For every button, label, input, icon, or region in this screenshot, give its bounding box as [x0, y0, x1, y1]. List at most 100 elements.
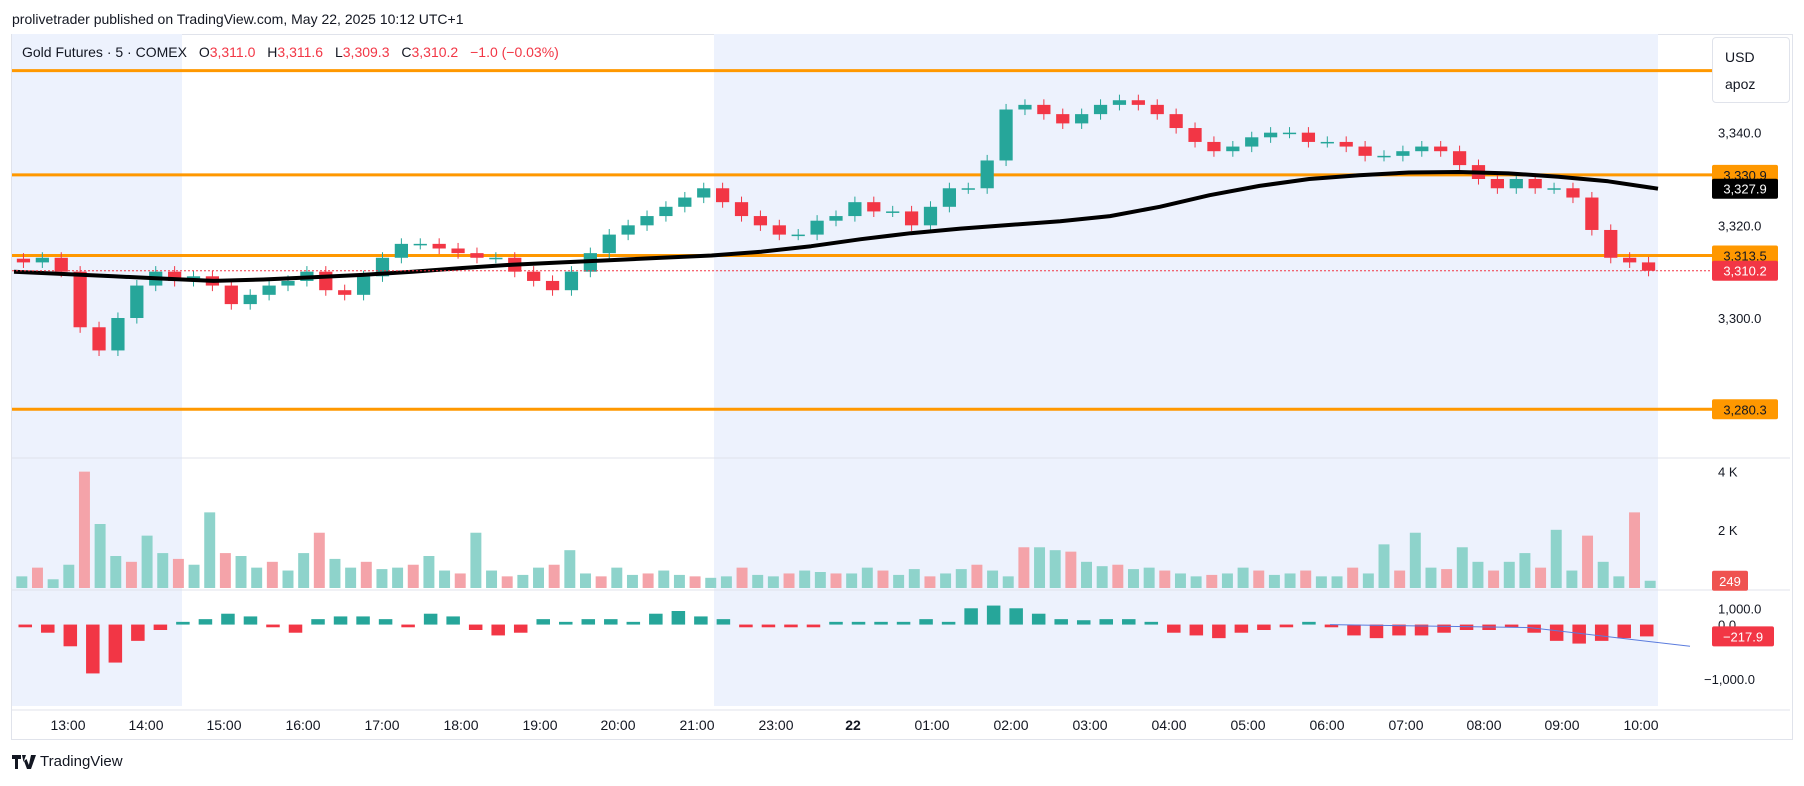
volume-bar [1049, 550, 1061, 588]
volume-bar [1190, 576, 1202, 588]
candle-body [1282, 132, 1297, 135]
candle-body [1585, 197, 1599, 230]
candle-body [1509, 179, 1523, 189]
volume-bar [1143, 567, 1155, 588]
volume-bar [1394, 570, 1406, 588]
low-value: 3,309.3 [342, 44, 390, 60]
volume-bar [501, 576, 513, 588]
candle-body [867, 202, 881, 212]
currency-unit-box[interactable]: USD apoz [1712, 37, 1790, 103]
candle-body [753, 216, 768, 226]
oscillator-bar [153, 624, 168, 630]
oscillator-bar [851, 621, 866, 625]
oscillator-bar [468, 624, 483, 630]
oscillator-bar [558, 621, 573, 625]
time-tick-label: 20:00 [600, 717, 635, 733]
oscillator-bar [1527, 624, 1541, 633]
candle-body [281, 280, 295, 286]
oscillator-bar [378, 619, 393, 625]
oscillator-bar [311, 619, 325, 625]
time-tick-label: 09:00 [1544, 717, 1579, 733]
published-line: prolivetrader published on TradingView.c… [12, 11, 464, 27]
session-shading [12, 34, 1658, 706]
oscillator-bar [784, 624, 798, 628]
candle-body [1245, 137, 1259, 147]
oscillator-trend-line [1329, 624, 1691, 647]
volume-bar [611, 567, 623, 588]
candle-body [1566, 188, 1580, 198]
volume-bar [893, 574, 905, 588]
candle-body [716, 188, 730, 203]
volume-bar [1268, 574, 1280, 588]
candle-body [130, 285, 144, 318]
level-tag-4 [1712, 399, 1778, 420]
horizontal-levels[interactable] [12, 69, 1712, 411]
volume-bar [251, 567, 263, 588]
candle-body [1604, 229, 1618, 258]
tradingview-logo-icon [12, 754, 36, 769]
volume-bar [767, 576, 779, 588]
tradingview-logo[interactable]: TradingView [12, 753, 123, 770]
oscillator-bar [761, 624, 776, 628]
volume-bar [533, 567, 544, 588]
volume-bar [110, 556, 122, 588]
volume-bar [486, 570, 498, 588]
volume-bar [548, 564, 560, 588]
volume-bar [407, 564, 419, 588]
oscillator-bar [1302, 621, 1316, 625]
symbol-title[interactable]: Gold Futures · 5 · COMEX [22, 44, 187, 60]
candle-body [1018, 104, 1032, 110]
level-tag-3 [1712, 245, 1778, 266]
candle-body [1056, 114, 1070, 124]
volume-bar [1034, 547, 1046, 588]
volume-bar [1441, 569, 1453, 588]
candle-body [1339, 141, 1353, 147]
change-value: −1.0 (−0.03%) [470, 44, 559, 60]
oscillator-bar [1392, 624, 1406, 636]
candle-body [92, 327, 106, 351]
volume-bar [720, 576, 732, 588]
oscillator-bar [986, 605, 1001, 625]
volume-tick-label: 2 K [1718, 523, 1738, 538]
candle-body [224, 285, 238, 305]
volume-bar [564, 550, 576, 588]
oscillator-bar [694, 616, 708, 625]
oscillator-bar [243, 616, 258, 625]
candle-body [1358, 146, 1372, 156]
volume-bar [94, 524, 106, 588]
oscillator-bar [1572, 624, 1586, 644]
open-value: 3,311.0 [209, 44, 256, 60]
oscillator-bar [108, 624, 123, 663]
oscillator-bar [1009, 608, 1023, 625]
time-tick-label: 15:00 [206, 717, 241, 733]
level-tag-label-4: 3,280.3 [1723, 402, 1766, 417]
candle-body [791, 234, 805, 237]
candle-body [1093, 104, 1108, 115]
oscillator-bar [288, 624, 303, 633]
oscillator-bar [1234, 624, 1249, 633]
oscillator-bar [919, 619, 933, 625]
candle-body [904, 211, 919, 226]
candle-body [54, 257, 68, 272]
oscillator-bar [604, 619, 618, 625]
level-tag-label-3: 3,313.5 [1723, 248, 1766, 263]
unit-label[interactable]: apoz [1725, 76, 1756, 92]
currency-label[interactable]: USD [1725, 49, 1755, 65]
last-price-label: 3,310.2 [1723, 264, 1766, 279]
oscillator-bar [86, 624, 100, 674]
candle-body [1169, 114, 1183, 129]
time-tick-label: 02:00 [993, 717, 1028, 733]
last-price-tag [1712, 260, 1778, 281]
volume-bar [282, 570, 294, 588]
volume-bar [1472, 561, 1484, 588]
volume-bar [1159, 570, 1171, 588]
candle-body [413, 243, 427, 246]
oscillator-bar [333, 616, 348, 625]
oscillator-bars [18, 605, 1691, 674]
volume-bar [1566, 570, 1578, 588]
volume-bar [736, 567, 748, 588]
volume-bar [219, 553, 231, 588]
time-tick-label: 08:00 [1466, 717, 1501, 733]
volume-bar [1378, 544, 1390, 588]
